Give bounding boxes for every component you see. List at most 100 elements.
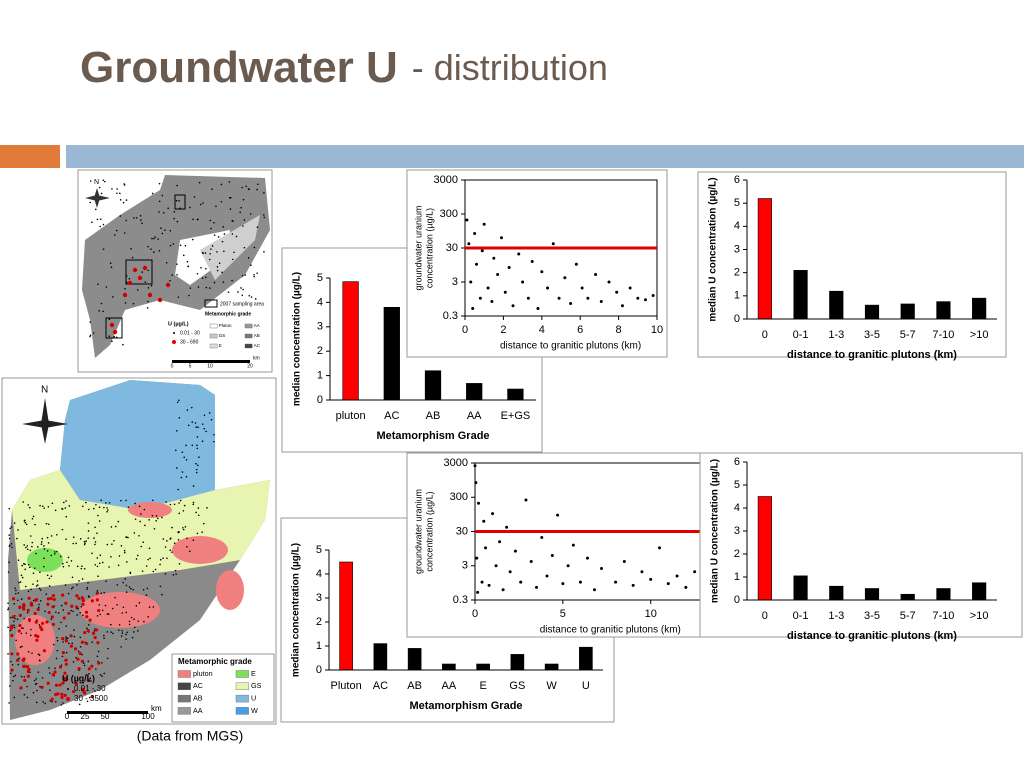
map-dot [173, 217, 175, 220]
map-dot [125, 584, 128, 587]
x-tick-label: 0 [762, 610, 768, 622]
map-dot [12, 679, 14, 682]
map-dot [125, 536, 128, 538]
y-tick-label: 5 [734, 197, 740, 209]
map-dot [51, 673, 55, 677]
y-tick-label: 5 [734, 479, 740, 491]
map-dot [196, 444, 198, 447]
map-dot [122, 201, 125, 204]
map-dot [99, 613, 102, 616]
y-tick-label: 2 [734, 548, 740, 560]
map-dot [169, 279, 171, 282]
map-dot [13, 624, 15, 627]
map-dot [220, 200, 223, 203]
map-dot [157, 238, 159, 240]
bar [936, 301, 951, 320]
map-dot [192, 218, 194, 221]
point [666, 582, 670, 586]
map-dot [78, 651, 82, 655]
map-dot [61, 681, 65, 685]
map-dot [65, 651, 68, 654]
map-dot [132, 588, 135, 591]
map-dot [106, 507, 108, 509]
map-dot [32, 515, 35, 518]
map-dot [23, 544, 26, 546]
map-dot [91, 221, 93, 224]
map-dot [115, 229, 118, 232]
map-dot [147, 558, 149, 561]
map-dot [263, 251, 265, 253]
map-dot [9, 629, 12, 632]
map-dot [125, 611, 128, 614]
map-dot [51, 622, 56, 627]
map-dot [54, 683, 59, 687]
map-dot [161, 194, 164, 197]
map-dot [176, 430, 178, 432]
map-dot [85, 540, 87, 542]
map-dot [46, 550, 49, 552]
map-dot [142, 265, 148, 271]
map-dot [8, 507, 11, 510]
map-dot [87, 673, 90, 675]
map-dot [32, 572, 35, 574]
map-dot [9, 527, 12, 530]
map-dot [167, 207, 169, 210]
y-tick-label: 1 [317, 370, 323, 382]
map-dot [190, 406, 193, 409]
x-tick-label: 0-1 [793, 610, 809, 622]
x-tick-label: U [582, 680, 590, 692]
map-dot [183, 504, 186, 507]
map-dot [39, 589, 42, 591]
map-dot [97, 661, 101, 665]
map-dot [166, 540, 168, 542]
map-dot [46, 536, 49, 539]
x-tick-label: AC [384, 410, 399, 422]
map-dot [179, 244, 182, 247]
map-dot [29, 549, 32, 552]
map-dot [66, 561, 68, 564]
bar [936, 588, 951, 601]
map-dot [91, 631, 96, 635]
map-dot [93, 507, 95, 510]
map-pluton [172, 536, 228, 564]
map-dot [177, 539, 180, 541]
map-dot [206, 507, 208, 509]
map-dot [211, 188, 213, 190]
y-tick-label: 3 [316, 592, 322, 604]
map-dot [126, 561, 128, 563]
map-dot [95, 208, 97, 211]
map-dot [159, 558, 162, 561]
map-dot [140, 219, 142, 221]
map-dot [194, 422, 197, 424]
slide-title: Groundwater U - distribution [80, 43, 608, 92]
map-dot [179, 207, 181, 209]
point [580, 286, 584, 290]
map-dot [205, 276, 207, 279]
map-dot [10, 633, 14, 638]
map-dot [85, 615, 89, 619]
map-dot [147, 245, 149, 248]
map-dot [254, 298, 257, 300]
map-dot [173, 503, 176, 506]
map-dot [175, 573, 177, 576]
map-dot [256, 188, 258, 191]
map-dot [109, 262, 112, 264]
point [550, 553, 554, 557]
map-dot [23, 693, 26, 696]
map-dot [253, 275, 255, 278]
map-dot [196, 272, 199, 275]
map-dot [200, 266, 202, 269]
map-dot [20, 574, 23, 577]
map-dot [77, 667, 81, 671]
map-dot [227, 291, 230, 293]
map-dot [11, 546, 13, 549]
point [491, 512, 495, 516]
map-dot [174, 569, 177, 572]
legend-label: 0.01 - 30 [180, 330, 200, 336]
map-dot [117, 520, 120, 523]
legend-swatch [244, 343, 253, 349]
map-dot [64, 639, 68, 643]
map-dot [52, 597, 56, 601]
map-dot [103, 672, 106, 675]
map-dot [62, 609, 65, 611]
